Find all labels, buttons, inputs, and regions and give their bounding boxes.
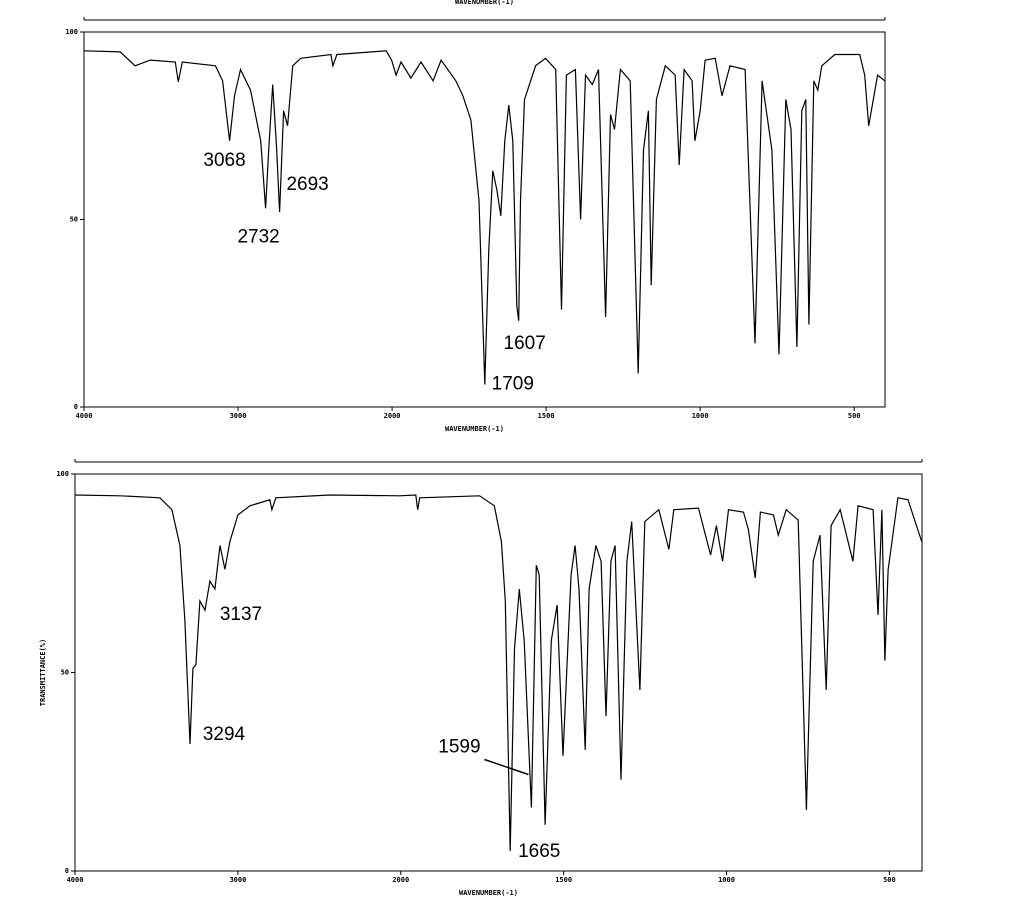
x-tick-label: 1500	[538, 412, 555, 420]
peak-label: 3068	[203, 150, 245, 171]
x-axis-label: WAVENUMBER(-1)	[459, 889, 518, 897]
x-tick-label: 2000	[392, 876, 409, 884]
peak-label: 3294	[203, 724, 246, 745]
y-tick-label: 50	[61, 669, 69, 677]
peak-label: 2693	[286, 174, 328, 195]
x-tick-label: 1000	[692, 412, 709, 420]
peak-label: 1599	[438, 736, 480, 757]
x-tick-label: 2000	[384, 412, 401, 420]
y-axis-label: TRANSMITTANCE(%)	[39, 639, 47, 706]
peak-label: 3137	[220, 604, 262, 625]
x-tick-label: 4000	[76, 412, 93, 420]
x-axis-label: WAVENUMBER(-1)	[445, 425, 504, 433]
x-tick-label: 500	[848, 412, 861, 420]
y-tick-label: 100	[65, 28, 78, 36]
y-tick-label: 100	[56, 470, 69, 478]
chart-title: WAVENUMBER(-1)	[455, 0, 514, 6]
y-tick-label: 0	[74, 403, 78, 411]
leader-line	[484, 758, 529, 776]
x-tick-label: 1500	[555, 876, 572, 884]
x-tick-label: 500	[883, 876, 896, 884]
peak-label: 1709	[492, 374, 534, 395]
spectrum-line	[74, 494, 923, 852]
spectrum-line	[83, 50, 886, 385]
plot-frame	[74, 473, 923, 872]
peak-label: 1607	[504, 333, 546, 354]
y-tick-label: 50	[70, 216, 78, 224]
y-tick-label: 0	[65, 867, 69, 875]
peak-label: 2732	[237, 226, 279, 247]
x-tick-label: 3000	[230, 412, 247, 420]
x-tick-label: 3000	[229, 876, 246, 884]
plot-frame	[83, 31, 886, 408]
x-tick-label: 1000	[718, 876, 735, 884]
peak-label: 1665	[518, 841, 560, 862]
x-tick-label: 4000	[67, 876, 84, 884]
